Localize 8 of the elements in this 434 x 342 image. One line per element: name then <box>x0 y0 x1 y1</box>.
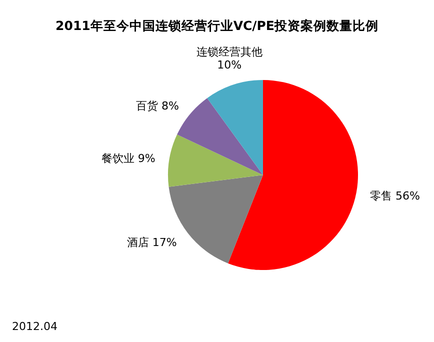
data-label: 10% <box>217 58 242 72</box>
slice-label: 零售 56% <box>370 189 420 202</box>
slice-label: 酒店 17% <box>126 236 177 249</box>
slice-label: 餐饮业 9% <box>101 152 156 165</box>
text: 2012.04 <box>12 320 58 333</box>
slice-label: 百货 8% <box>136 100 180 113</box>
slice-label: 连锁经营其他 <box>196 45 262 58</box>
chart-title: 2011年至今中国连锁经营行业VC/PE投资案例数量比例 <box>56 18 378 33</box>
